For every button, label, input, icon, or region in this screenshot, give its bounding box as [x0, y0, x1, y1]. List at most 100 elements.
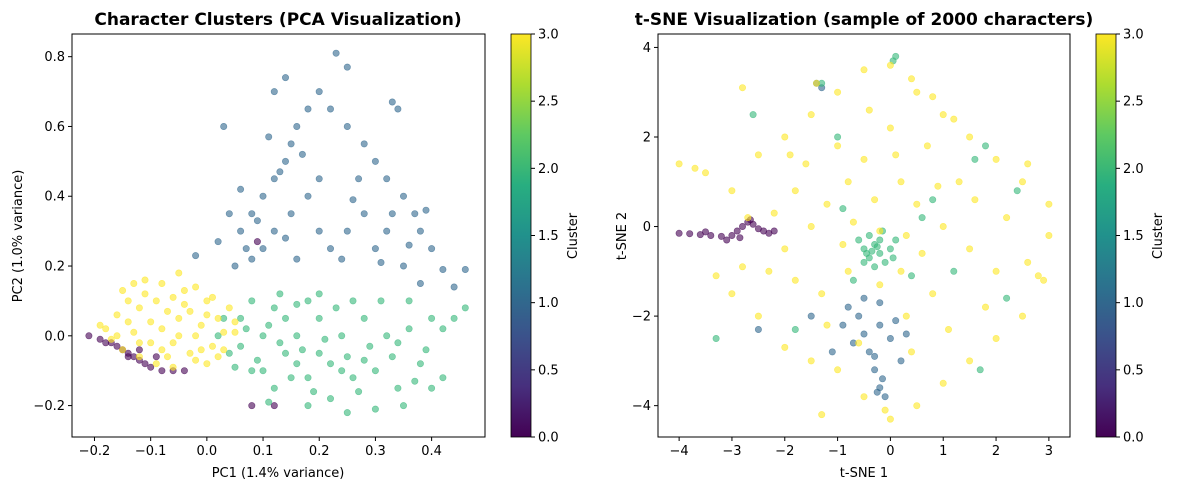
pca-colorbar-tick-label: 0.0	[538, 431, 559, 446]
pca-point-cluster-3	[203, 297, 211, 305]
pca-point-cluster-1	[270, 227, 278, 235]
tsne-point-cluster-3	[844, 267, 852, 275]
pca-point-cluster-3	[209, 293, 217, 301]
pca-point-cluster-0	[85, 332, 93, 340]
tsne-x-tick-label: −2	[775, 444, 794, 459]
tsne-point-cluster-3	[992, 155, 1000, 163]
tsne-point-cluster-3	[781, 133, 789, 141]
pca-chart: Character Clusters (PCA Visualization) −…	[11, 10, 581, 481]
tsne-chart-title: t-SNE Visualization (sample of 2000 char…	[635, 10, 1094, 30]
tsne-y-tick-label: −2	[632, 310, 651, 325]
tsne-point-cluster-3	[691, 164, 699, 172]
pca-point-cluster-3	[135, 339, 143, 347]
pca-point-cluster-2	[371, 405, 379, 413]
tsne-point-cluster-2	[849, 276, 857, 284]
pca-point-cluster-2	[321, 335, 329, 343]
tsne-point-cluster-3	[923, 142, 931, 150]
tsne-point-cluster-2	[834, 133, 842, 141]
pca-point-cluster-1	[360, 210, 368, 218]
tsne-point-cluster-3	[913, 88, 921, 96]
tsne-point-cluster-1	[876, 321, 884, 329]
pca-point-cluster-2	[450, 314, 458, 322]
pca-point-cluster-2	[332, 304, 340, 312]
tsne-point-cluster-1	[865, 348, 873, 356]
tsne-colorbar-tick-label: 1.5	[1123, 229, 1144, 244]
pca-point-cluster-1	[338, 255, 346, 263]
pca-y-tick-label: −0.2	[33, 399, 65, 414]
tsne-point-cluster-1	[876, 299, 884, 307]
tsne-point-cluster-3	[834, 366, 842, 374]
pca-y-tick-label: 0.8	[44, 50, 65, 65]
pca-point-cluster-3	[135, 353, 143, 361]
pca-point-cluster-1	[343, 227, 351, 235]
pca-point-cluster-1	[281, 157, 289, 165]
tsne-point-cluster-1	[897, 357, 905, 365]
pca-y-axis-label: PC2 (1.0% variance)	[11, 170, 26, 303]
tsne-colorbar-tick-label: 2.5	[1123, 95, 1144, 110]
pca-point-cluster-3	[203, 360, 211, 368]
pca-point-cluster-2	[248, 367, 256, 375]
pca-point-cluster-3	[141, 276, 149, 284]
tsne-point-cluster-2	[918, 214, 926, 222]
pca-point-cluster-3	[203, 311, 211, 319]
pca-point-cluster-2	[310, 388, 318, 396]
pca-point-cluster-2	[355, 388, 363, 396]
tsne-point-cluster-2	[865, 232, 873, 240]
pca-x-ticks: −0.2 −0.1 0.0 0.1 0.2 0.3 0.4	[79, 437, 442, 459]
tsne-point-cluster-3	[966, 357, 974, 365]
pca-colorbar-tick-label: 1.5	[538, 229, 559, 244]
pca-y-ticks: −0.2 0.0 0.2 0.4 0.6 0.8	[33, 50, 72, 414]
tsne-point-cluster-3	[1040, 276, 1048, 284]
tsne-point-cluster-3	[781, 343, 789, 351]
tsne-point-cluster-3	[934, 182, 942, 190]
pca-point-cluster-2	[253, 356, 261, 364]
pca-point-cluster-1	[304, 105, 312, 113]
pca-point-cluster-1	[416, 227, 424, 235]
pca-point-cluster-0	[158, 367, 166, 375]
pca-point-cluster-3	[175, 332, 183, 340]
pca-point-cluster-3	[119, 286, 127, 294]
pca-point-cluster-2	[281, 349, 289, 357]
pca-point-cluster-2	[399, 402, 407, 410]
pca-point-cluster-1	[293, 123, 301, 131]
pca-point-cluster-2	[259, 332, 267, 340]
tsne-point-cluster-0	[675, 229, 683, 237]
pca-point-cluster-2	[439, 374, 447, 382]
pca-point-cluster-1	[298, 150, 306, 158]
pca-point-cluster-2	[439, 325, 447, 333]
tsne-points	[675, 52, 1053, 423]
pca-x-tick-label: 0.1	[253, 444, 274, 459]
pca-point-cluster-1	[326, 245, 334, 253]
pca-point-cluster-3	[152, 297, 160, 305]
pca-point-cluster-1	[332, 49, 340, 57]
pca-x-tick-label: −0.2	[79, 444, 111, 459]
pca-colorbar-gradient	[510, 33, 532, 438]
pca-point-cluster-2	[394, 339, 402, 347]
pca-point-cluster-2	[248, 297, 256, 305]
tsne-point-cluster-3	[791, 187, 799, 195]
pca-colorbar-tick-label: 1.0	[538, 296, 559, 311]
tsne-point-cluster-3	[1018, 178, 1026, 186]
tsne-point-cluster-0	[701, 228, 709, 236]
pca-chart-title: Character Clusters (PCA Visualization)	[94, 10, 461, 30]
tsne-colorbar-ticks: 0.0 0.5 1.0 1.5 2.0 2.5 3.0	[1116, 28, 1144, 446]
pca-point-cluster-3	[164, 307, 172, 315]
pca-point-cluster-2	[411, 377, 419, 385]
pca-point-cluster-1	[281, 234, 289, 242]
pca-points	[85, 49, 469, 417]
pca-point-cluster-3	[158, 325, 166, 333]
tsne-point-cluster-3	[892, 151, 900, 159]
tsne-point-cluster-1	[807, 312, 815, 320]
pca-point-cluster-2	[298, 346, 306, 354]
pca-point-cluster-2	[237, 342, 245, 350]
pca-point-cluster-0	[253, 238, 261, 246]
pca-point-cluster-1	[259, 192, 267, 200]
tsne-point-cluster-2	[907, 272, 915, 280]
pca-point-cluster-2	[276, 339, 284, 347]
tsne-point-cluster-3	[1018, 312, 1026, 320]
tsne-point-cluster-2	[876, 236, 884, 244]
tsne-point-cluster-3	[844, 178, 852, 186]
tsne-x-tick-label: 0	[886, 444, 894, 459]
pca-point-cluster-2	[371, 367, 379, 375]
pca-point-cluster-3	[186, 307, 194, 315]
